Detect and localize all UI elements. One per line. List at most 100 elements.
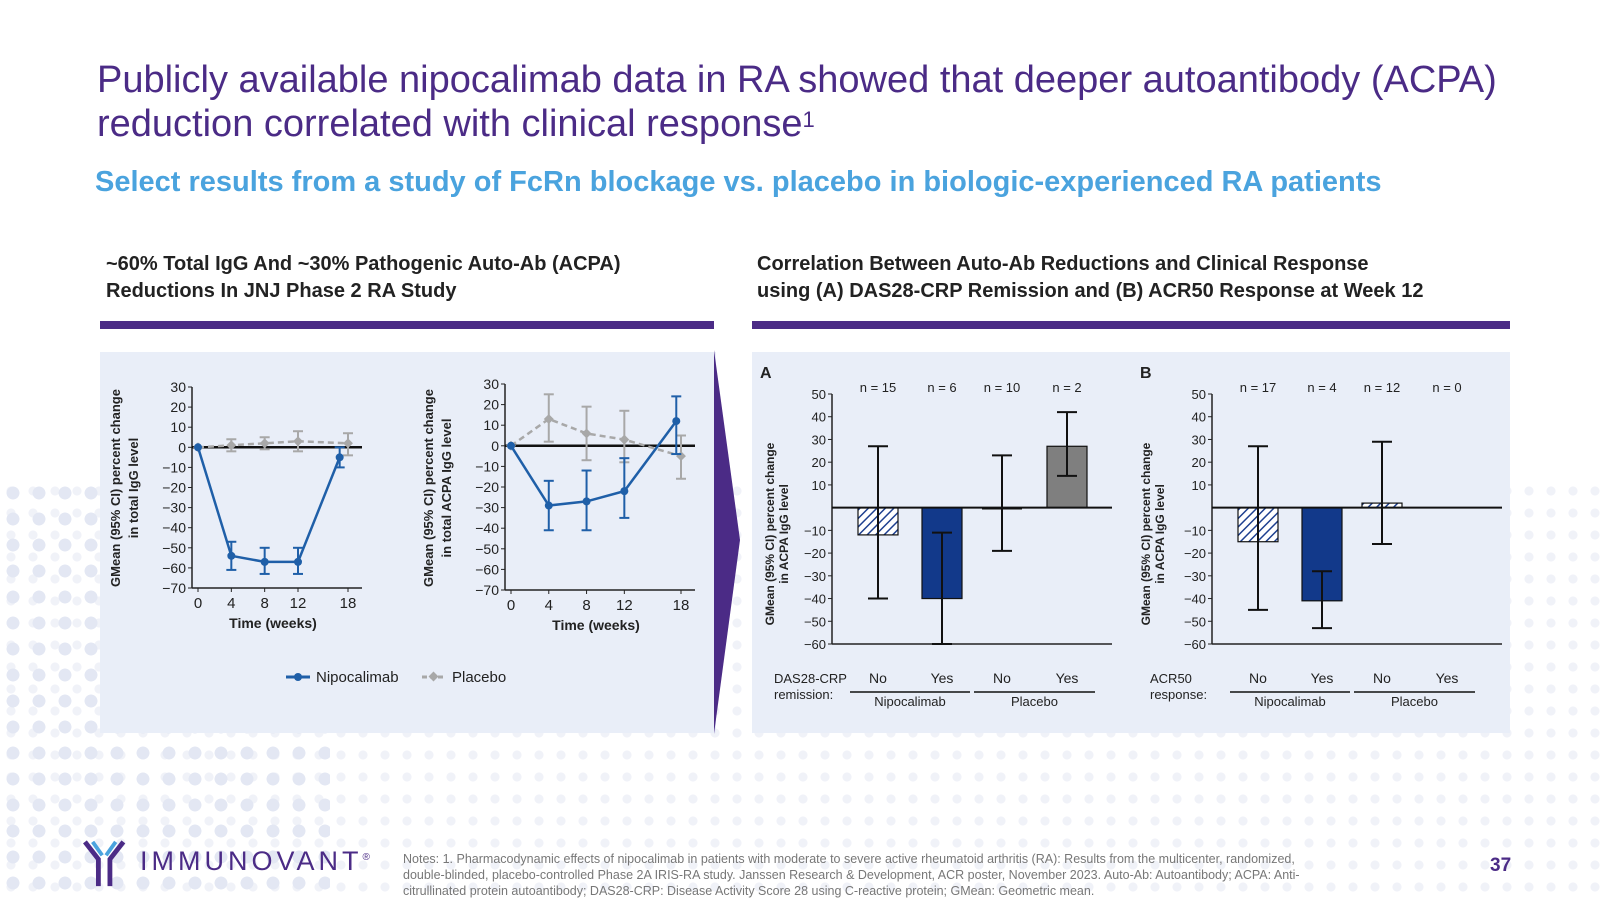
category-label: No — [1373, 670, 1391, 686]
y-tick-label: 30 — [1192, 432, 1206, 447]
nipocalimab-point — [672, 417, 681, 426]
placebo-point — [226, 440, 237, 451]
y-tick-label: −30 — [475, 500, 499, 516]
y-tick-label: −40 — [475, 520, 499, 536]
legend-nipocalimab-label: Nipocalimab — [316, 669, 399, 686]
y-tick-label: 20 — [1192, 455, 1206, 470]
y-tick-label: 50 — [1192, 387, 1206, 402]
left-panel-heading: ~60% Total IgG And ~30% Pathogenic Auto-… — [106, 253, 621, 302]
y-tick-label: −50 — [804, 614, 826, 629]
category-labels: n = 17 No n = 4 Yes n = 12 No n = 0 Yes Nipocali… — [1240, 380, 1462, 709]
category-label: Yes — [1056, 670, 1079, 686]
placebo-point — [293, 436, 303, 447]
response-label-line2: remission: — [774, 687, 833, 702]
nipocalimab-point — [335, 453, 344, 462]
page-title: Publicly available nipocalimab data in R… — [97, 59, 1497, 145]
category-labels: n = 15 No n = 6 Yes n = 10 No n = 2 Yes Nipocali… — [860, 380, 1082, 709]
page-subtitle: Select results from a study of FcRn bloc… — [95, 166, 1382, 198]
group-label: Placebo — [1011, 694, 1058, 709]
y-tick-label: −60 — [1184, 637, 1206, 652]
placebo-point — [543, 414, 554, 424]
y-axis-label-line2: in ACPA IgG level — [777, 484, 791, 584]
y-tick-label: −20 — [475, 479, 499, 495]
y-tick-labels: 30 20 10 0 −10 −20 −30 −40 −50 −60 −70 — [162, 379, 186, 596]
x-tick-label: 18 — [673, 597, 690, 614]
n-label: n = 0 — [1432, 380, 1461, 395]
y-tick-label: −10 — [1184, 523, 1206, 538]
y-tick-label: 0 — [178, 439, 186, 455]
nipocalimab-point — [194, 443, 202, 452]
x-tick-labels: 0 4 8 12 18 — [507, 597, 690, 614]
nipocalimab-point — [507, 441, 515, 450]
response-label-line2: response: — [1150, 687, 1207, 702]
panel-label: A — [760, 365, 772, 382]
y-tick-label: −60 — [804, 637, 826, 652]
y-tick-label: −70 — [475, 582, 499, 598]
y-tick-label: −30 — [804, 569, 826, 584]
y-tick-label: 50 — [812, 387, 826, 402]
chart-marks — [501, 383, 695, 594]
n-label: n = 15 — [860, 380, 897, 395]
y-axis-label-line2: in total IgG level — [126, 438, 141, 538]
y-axis-label-line2: in ACPA IgG level — [1153, 484, 1167, 584]
x-tick-label: 0 — [194, 595, 202, 612]
right-panel-heading: Correlation Between Auto-Ab Reductions a… — [757, 253, 1424, 302]
y-tick-label: −50 — [475, 541, 499, 557]
y-tick-label: 30 — [170, 379, 186, 395]
chart-marks — [188, 386, 362, 592]
n-label: n = 2 — [1052, 380, 1081, 395]
category-label: No — [993, 670, 1011, 686]
nipocalimab-point — [227, 551, 236, 560]
nipocalimab-point — [544, 501, 553, 510]
y-tick-label: −40 — [162, 520, 186, 536]
y-tick-label: −50 — [162, 540, 186, 556]
nipocalimab-point — [294, 557, 302, 566]
y-tick-label: −10 — [162, 459, 186, 475]
category-label: No — [869, 670, 887, 686]
y-tick-label: −40 — [1184, 592, 1206, 607]
immunovant-logo-text: IMMUNOVANT® — [140, 846, 370, 876]
y-tick-label: −60 — [475, 561, 499, 577]
group-label: Placebo — [1391, 694, 1438, 709]
x-tick-label: 18 — [340, 595, 357, 612]
footnotes: Notes: 1. Pharmacodynamic effects of nip… — [403, 852, 1300, 898]
y-tick-labels: 50 40 30 20 10 −10 −20 −30 −40 −50 −60 — [804, 387, 826, 652]
x-tick-label: 12 — [290, 595, 307, 612]
legend-nipocalimab-marker — [294, 673, 302, 681]
line-chart-acpa-igg: 30 20 10 0 −10 −20 −30 −40 −50 −60 −70 0 4 8 12 18 GMe… — [421, 376, 695, 633]
legend-placebo-marker — [428, 671, 439, 682]
n-label: n = 17 — [1240, 380, 1277, 395]
x-axis-label: Time (weeks) — [552, 617, 640, 633]
left-heading-rule — [100, 321, 714, 329]
y-tick-label: 30 — [483, 376, 499, 392]
placebo-line — [510, 417, 682, 458]
group-label: Nipocalimab — [1254, 694, 1326, 709]
y-tick-label: 10 — [170, 419, 186, 435]
y-tick-label: −10 — [475, 458, 499, 474]
y-tick-label: −60 — [162, 560, 186, 576]
group-label: Nipocalimab — [874, 694, 946, 709]
y-axis-label: GMean (95% CI) percent change — [421, 389, 436, 587]
category-label: No — [1249, 670, 1267, 686]
panel-label: B — [1140, 365, 1152, 382]
nipocalimab-line — [196, 446, 341, 564]
nipocalimab-point — [620, 487, 629, 496]
chart-marks — [828, 393, 1112, 693]
y-tick-label: 10 — [1192, 478, 1206, 493]
placebo-point — [259, 438, 270, 449]
page-number: 37 — [1490, 855, 1512, 876]
y-tick-label: 10 — [483, 417, 499, 433]
x-tick-label: 0 — [507, 597, 515, 614]
y-tick-label: −20 — [1184, 546, 1206, 561]
y-axis-label-line2: in total ACPA IgG level — [439, 419, 454, 558]
y-tick-label: 40 — [1192, 410, 1206, 425]
y-tick-label: −10 — [804, 523, 826, 538]
y-tick-label: −40 — [804, 592, 826, 607]
y-tick-label: −20 — [162, 480, 186, 496]
placebo-point — [619, 434, 630, 445]
response-label: DAS28-CRP — [774, 671, 847, 686]
y-tick-label: 0 — [491, 438, 499, 454]
n-label: n = 10 — [984, 380, 1021, 395]
x-tick-label: 8 — [582, 597, 590, 614]
